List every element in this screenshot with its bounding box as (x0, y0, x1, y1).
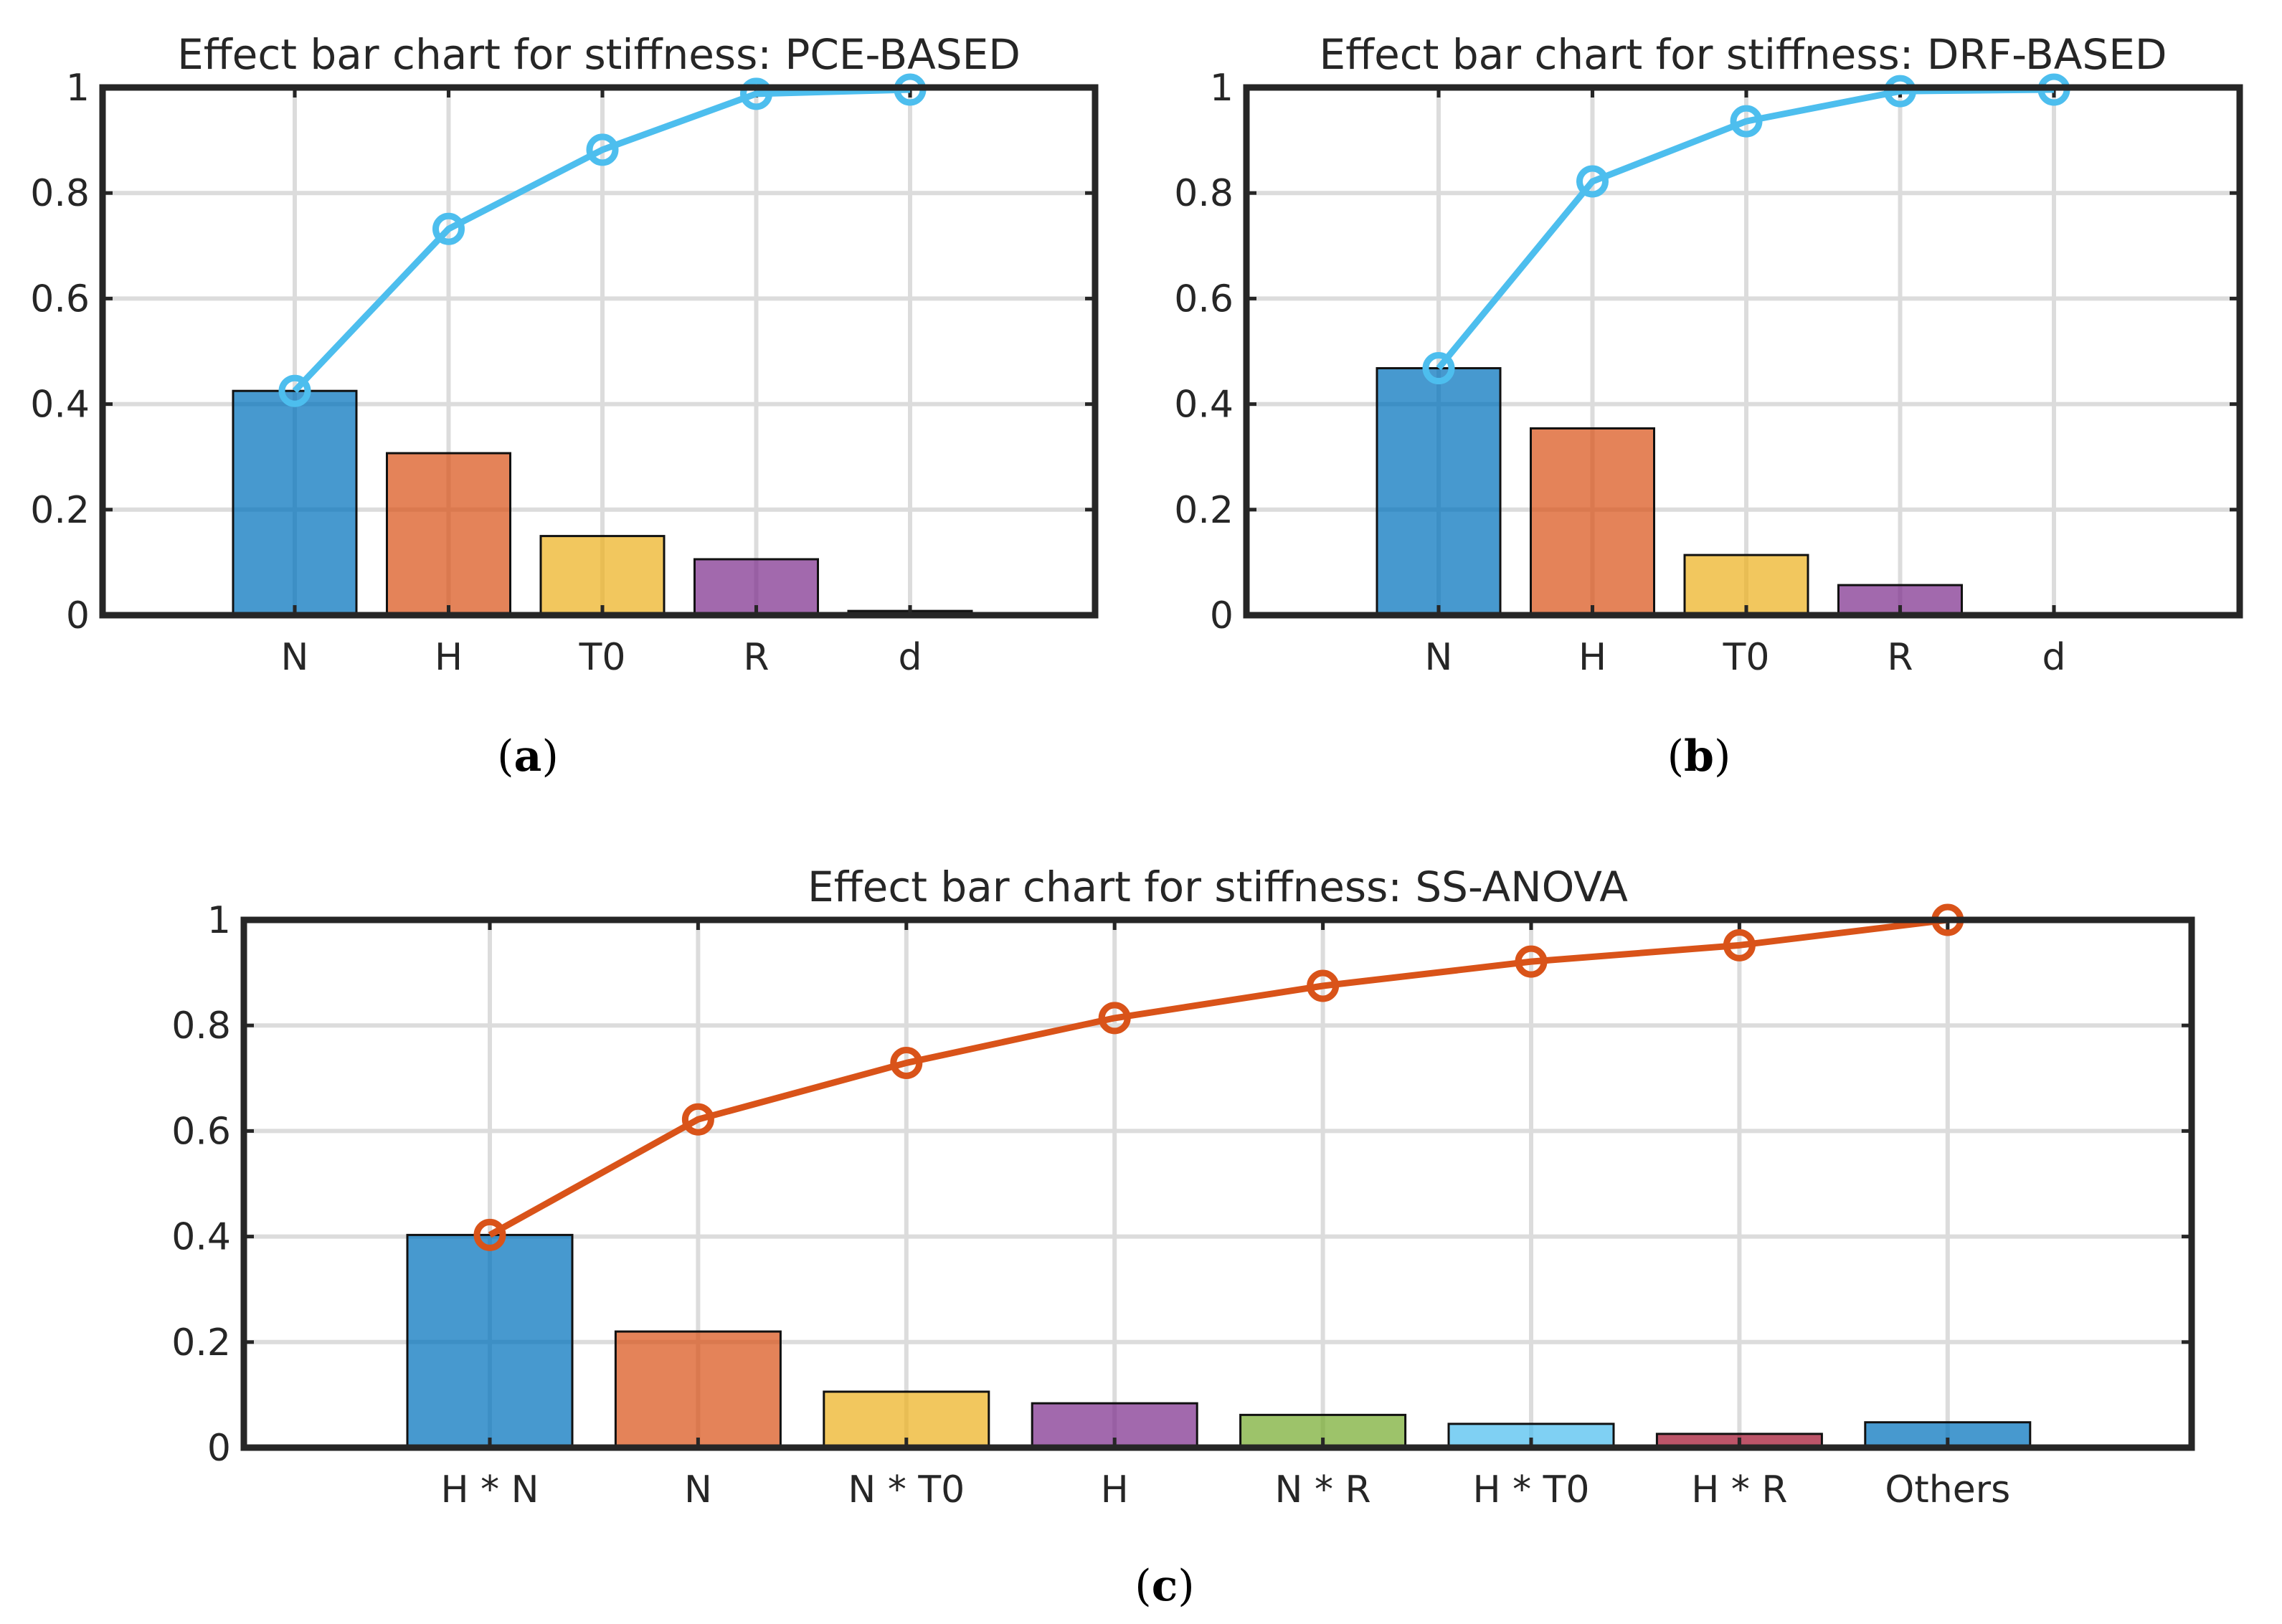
x-tick-label: N (281, 636, 309, 679)
x-tick-label: N (684, 1468, 712, 1511)
bar-n (614, 1330, 782, 1449)
x-tick-label: H (1578, 636, 1606, 679)
y-tick-label: 0 (1210, 594, 1234, 637)
x-tick-label: H * N (440, 1468, 539, 1511)
x-tick-label: N (1425, 636, 1453, 679)
x-tick-label: H * R (1691, 1468, 1787, 1511)
y-tick-label: 0.2 (1174, 489, 1234, 532)
subfigure-letter: c (1152, 1561, 1178, 1611)
y-tick-label: 0.8 (171, 1005, 231, 1048)
cumulative-point (1723, 929, 1756, 961)
y-tick-label: 0.6 (1174, 277, 1234, 320)
bar-n-t0 (823, 1390, 990, 1449)
y-tick-label: 0.4 (30, 384, 90, 427)
cumulative-line (292, 86, 911, 394)
axes-frame (1243, 84, 2243, 619)
y-tick-label: 0.6 (30, 277, 90, 320)
bar-n (1376, 367, 1502, 617)
x-tick-label: R (743, 636, 769, 679)
cumulative-point (681, 1103, 714, 1136)
cumulative-line (488, 916, 1949, 1238)
x-tick-label: N * R (1275, 1468, 1371, 1511)
cumulative-point (278, 374, 311, 407)
cumulative-point (1098, 1002, 1131, 1035)
cumulative-point (1730, 105, 1763, 138)
axes-frame (99, 84, 1099, 619)
axes-frame (240, 916, 2195, 1451)
subfigure-letter: b (1684, 731, 1714, 782)
y-tick-label: 0.2 (30, 489, 90, 532)
cumulative-point (586, 133, 619, 166)
cumulative-point (432, 212, 465, 245)
subfigure-label: (b) (1667, 731, 1731, 782)
bar-h-n (406, 1233, 574, 1449)
subfigure-letter: a (514, 731, 542, 782)
cumulative-point (1884, 75, 1916, 108)
y-tick-label: 0.2 (171, 1321, 231, 1364)
y-tick-label: 1 (207, 899, 231, 942)
chart-ss-anova: 0 0.2 0.4 0.6 0.8 1 H * N N N * T0 H N * R H * T0 H … (171, 863, 2195, 1611)
chart-title: Effect bar chart for stiffness: SS-ANOVA (808, 863, 1628, 911)
x-tick-label: d (2042, 636, 2065, 679)
x-tick-label: T0 (1723, 636, 1770, 679)
chart-title: Effect bar chart for stiffness: DRF-BASE… (1319, 30, 2167, 79)
x-tick-label: H (1101, 1468, 1129, 1511)
bar-n (232, 389, 358, 617)
y-tick-label: 0.6 (171, 1110, 231, 1153)
x-tick-label: H (435, 636, 463, 679)
bar-h (1530, 427, 1655, 617)
chart-title: Effect bar chart for stiffness: PCE-BASE… (177, 30, 1021, 79)
y-tick-label: 0 (207, 1427, 231, 1470)
cumulative-point (740, 77, 772, 110)
cumulative-point (1515, 945, 1548, 978)
y-tick-label: 0.4 (171, 1216, 231, 1259)
y-tick-label: 0.4 (1174, 384, 1234, 427)
y-tick-label: 0.8 (30, 172, 90, 215)
x-tick-label: R (1887, 636, 1913, 679)
cumulative-point (1307, 969, 1340, 1002)
cumulative-point (1422, 352, 1455, 385)
subfigure-label: (c) (1135, 1561, 1194, 1611)
x-tick-label: Others (1885, 1468, 2010, 1511)
y-tick-label: 0.8 (1174, 172, 1234, 215)
bar-h (386, 452, 511, 617)
y-tick-label: 0 (66, 594, 90, 637)
y-tick-label: 1 (1210, 67, 1234, 110)
cumulative-point (473, 1218, 506, 1251)
cumulative-point (1576, 165, 1609, 198)
x-tick-label: d (898, 636, 922, 679)
cumulative-point (890, 1046, 923, 1079)
x-tick-label: H * T0 (1472, 1468, 1589, 1511)
y-tick-label: 1 (66, 67, 90, 110)
x-tick-label: T0 (579, 636, 626, 679)
subfigure-label: (a) (497, 731, 559, 782)
bar-t0 (539, 535, 666, 617)
x-tick-label: N * T0 (848, 1468, 965, 1511)
